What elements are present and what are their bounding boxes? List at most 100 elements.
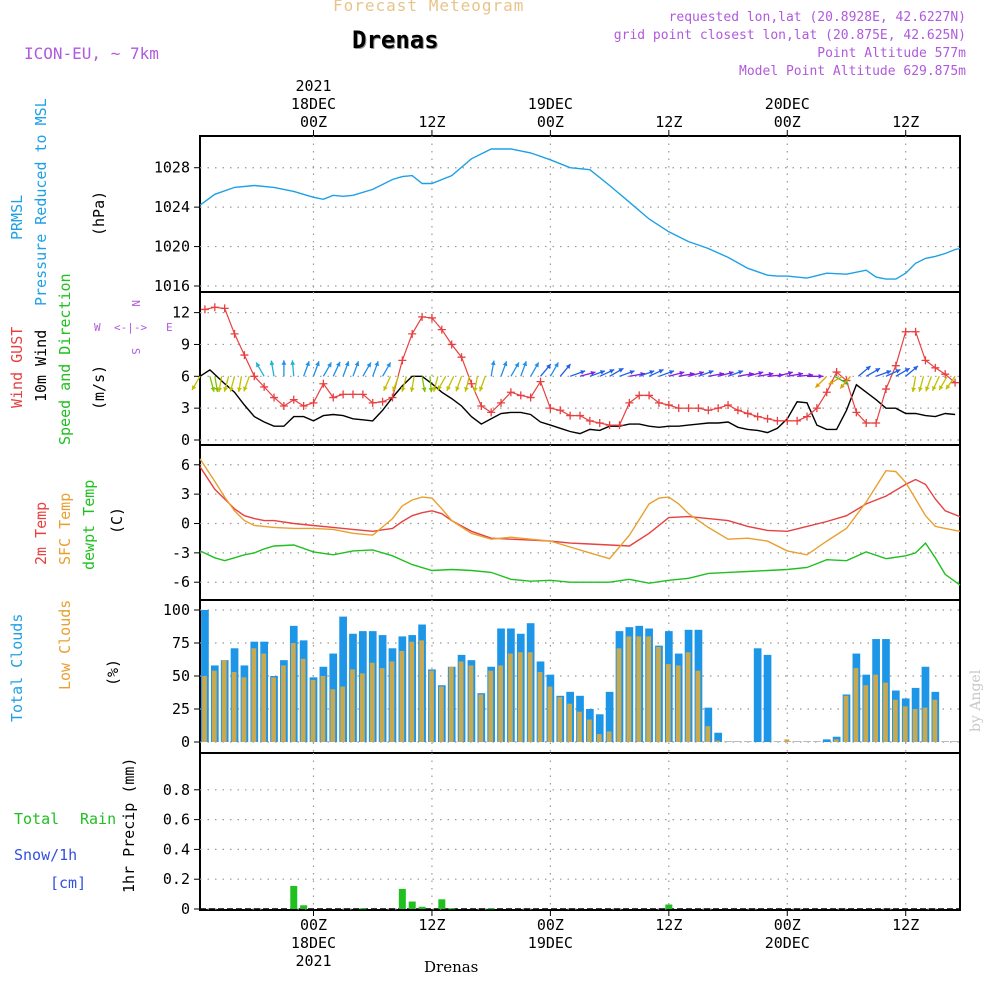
total-cloud-bar [773,741,782,742]
low-cloud-bar [517,652,523,742]
pressure-line [199,148,961,280]
rain-bar [398,888,406,909]
ytick-label-precipitation: 0.4 [163,840,190,858]
xtick-label-top: 12Z [418,113,445,131]
low-cloud-bar [616,648,622,742]
wind-arrow-head [618,368,624,373]
panel-frame-4 [199,752,961,911]
wind-arrow-head [580,370,586,375]
gust-marker [941,370,950,379]
gust-marker [516,391,525,400]
ytick-label-wind: 6 [181,367,190,385]
wind-arrow-head [455,386,460,392]
wind-arrow-head [305,361,310,367]
low-cloud-bar [241,677,247,742]
wind-arrow-head [895,369,901,374]
ytick-label-precipitation: 0 [181,900,190,918]
gust-marker [299,402,308,411]
rain-bar [408,901,416,909]
compass-arrow: <-|-> [114,321,147,334]
wind-arrow-head [546,364,551,369]
gust-marker [279,402,288,411]
gust-marker [733,406,742,415]
gust-marker [309,398,318,407]
gust-marker [576,411,584,420]
gust-marker [595,419,604,428]
gust-marker [536,377,545,386]
xtick-label-top: 00Z [774,113,801,131]
temp-line-1 [199,458,961,560]
xtick-label-bottom: 12Z [418,916,445,934]
wind-arrow-head [599,370,605,375]
wind-arrow-head [432,386,438,392]
xtick-label-bottom: 00Z [300,916,327,934]
ytick-label-clouds: 50 [172,667,190,685]
xtick-label-top: 12Z [655,113,682,131]
low-cloud-bar [843,695,849,742]
gust-marker [832,368,841,377]
gust-marker [664,400,673,409]
wind-arrow-head [290,360,296,365]
ytick-label-clouds: 0 [181,733,190,751]
ytick-label-wind: 0 [181,431,190,449]
compass-n: N [129,300,142,307]
total-cloud-bar [714,732,723,742]
wind-arrow-head [699,370,705,376]
wind-arrow-head [237,387,242,393]
low-cloud-bar [587,719,592,742]
ytick-label-prmsl: 1020 [154,238,190,256]
gust-marker [654,398,663,407]
ytick-label-temperature: 0 [181,515,190,533]
low-cloud-bar [488,670,494,742]
wind-arrow-head [904,368,910,373]
low-cloud-bar [932,699,938,742]
gust-marker [901,327,910,336]
xtick-label-bottom: 12Z [655,916,682,934]
gust-marker [447,340,456,349]
gust-marker [951,378,960,387]
wind-arrow-head [400,386,406,392]
wind-arrow-head [758,370,764,376]
wind-arrow-head [911,387,916,393]
gust-marker [240,351,249,360]
low-cloud-bar [468,665,474,742]
low-cloud-bar [458,661,464,742]
gust-marker [635,391,644,400]
low-cloud-bar [863,685,869,742]
low-cloud-bar [409,641,415,742]
wind-arrow-head [649,370,655,375]
xdate-label-bottom: 20DEC [765,934,810,952]
xdate-label-top: 19DEC [528,95,573,113]
gust-marker [684,404,693,413]
wind-arrow-head [386,362,391,368]
xdate-label-top: 18DEC [291,95,336,113]
gust-marker [566,411,575,420]
forecast-heading: Forecast Meteogram [333,0,525,15]
gust-marker [348,390,357,399]
gust-marker [822,388,831,397]
year-label-top: 2021 [295,77,331,95]
wind-arrow-head [925,386,930,392]
wind-arrow-head [534,362,539,368]
total-cloud-bar [763,654,772,742]
wind-arrow-head [383,385,388,391]
wind-arrow-head [281,360,287,365]
gust-marker [773,416,782,425]
gust-marker [763,414,772,423]
ytick-label-wind: 12 [172,304,190,322]
low-cloud-bar [922,707,928,742]
total-cloud-bar [724,741,732,742]
xtick-label-top: 00Z [537,113,564,131]
xtick-label-top: 00Z [300,113,327,131]
gust-marker [477,402,486,411]
low-cloud-bar [310,679,316,742]
gust-marker [339,390,348,399]
gust-marker [714,404,723,413]
gust-marker [743,409,752,418]
low-cloud-bar [202,676,207,742]
wind-arrow-head [269,360,275,366]
wind-arrow-head [502,361,508,367]
low-cloud-bar [261,653,267,742]
ytick-label-temperature: -3 [172,544,190,562]
